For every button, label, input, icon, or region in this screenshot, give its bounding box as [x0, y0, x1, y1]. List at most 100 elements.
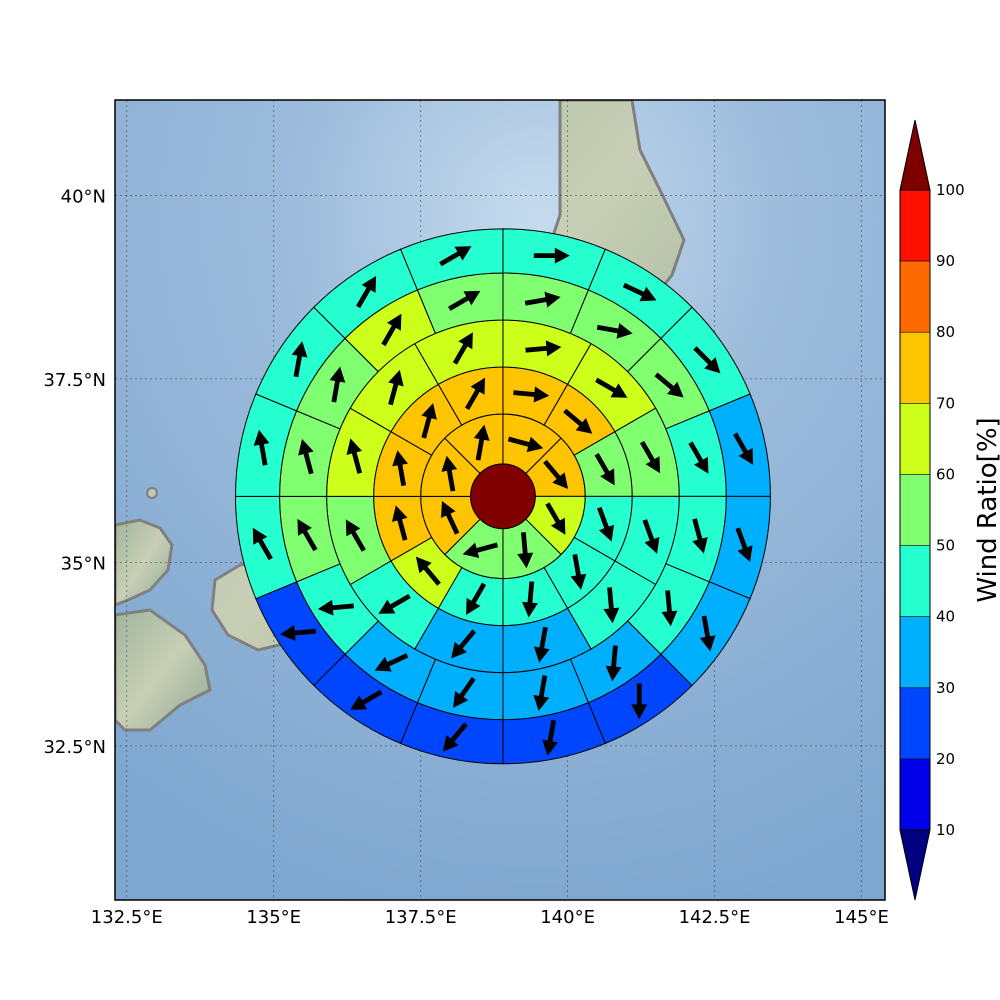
wind-arrow — [453, 677, 476, 708]
wind-arrow — [350, 689, 383, 710]
wind-arrow — [524, 291, 561, 308]
colorbar-tick-label: 60 — [936, 465, 955, 483]
wind-arrow — [594, 453, 615, 486]
wind-arrow — [451, 629, 477, 659]
x-tick-label: 145°E — [834, 907, 889, 928]
wind-arrow — [346, 438, 363, 474]
wind-arrow — [464, 377, 486, 411]
wind-arrow — [603, 587, 620, 624]
wind-arrow — [252, 527, 273, 561]
wind-arrow — [466, 582, 487, 615]
wind-arrow — [688, 441, 709, 474]
map-frame — [114, 99, 886, 901]
colorbar-tick-label: 80 — [936, 323, 955, 341]
y-tick-label: 35°N — [61, 553, 106, 574]
land-kyushu — [115, 608, 212, 732]
wind-arrow — [473, 424, 490, 461]
wind-arrow — [507, 436, 544, 453]
wind-arrow — [654, 372, 684, 398]
wind-arrow — [533, 247, 570, 264]
wind-arrow — [522, 581, 538, 618]
wind-arrow — [570, 553, 587, 590]
colorbar-extend-max — [899, 119, 931, 191]
wind-arrow — [415, 556, 441, 586]
colorbar-segment — [900, 758, 930, 830]
wind-arrow — [545, 502, 566, 535]
wind-arrow — [596, 322, 633, 339]
x-tick-label: 132.5°E — [91, 907, 163, 928]
colorbar-extend-min — [899, 829, 931, 901]
wind-arrow — [693, 346, 721, 374]
y-tick-label: 40°N — [61, 186, 106, 207]
colorbar-tick-label: 50 — [936, 537, 955, 555]
wind-arrow — [733, 432, 754, 465]
x-axis-ticks: 132.5°E 135°E 137.5°E 140°E 142.5°E 145°E — [91, 907, 889, 928]
wind-arrow — [317, 599, 354, 616]
wind-arrow — [517, 532, 534, 569]
colorbar-segment — [900, 545, 930, 617]
wind-arrow — [441, 501, 460, 535]
colorbar-segment — [900, 261, 930, 333]
wind-arrow — [542, 719, 558, 756]
wind-arrow — [605, 645, 622, 682]
colorbar-segment — [900, 687, 930, 759]
x-tick-label: 137.5°E — [385, 907, 457, 928]
wind-arrow — [442, 722, 468, 752]
wind-arrows — [252, 246, 754, 756]
wind-arrow — [622, 282, 657, 302]
wind-arrow — [378, 593, 411, 614]
wind-arrow — [291, 341, 308, 378]
wind-arrow — [513, 386, 550, 403]
colorbar-segment — [900, 332, 930, 404]
y-axis-ticks: 32.5°N 35°N 37.5°N 40°N — [43, 186, 106, 757]
wind-arrow — [661, 590, 678, 627]
wind-arrow — [441, 455, 458, 492]
y-tick-label: 37.5°N — [43, 370, 106, 391]
wind-arrow — [329, 366, 346, 403]
colorbar-tick-label: 30 — [936, 679, 955, 697]
colorbar-segment — [900, 474, 930, 546]
colorbar-segment — [900, 403, 930, 475]
wind-arrow — [525, 340, 562, 357]
wind-arrow — [279, 625, 317, 641]
wind-arrow — [298, 438, 314, 475]
wind-arrow — [448, 290, 481, 311]
colorbar-tick-label: 10 — [936, 821, 955, 839]
wind-arrow — [356, 275, 377, 309]
wind-arrow — [388, 369, 404, 406]
wind-arrow — [374, 653, 409, 672]
wind-arrow — [639, 440, 661, 474]
colorbar-segment — [900, 616, 930, 688]
wind-arrow — [439, 246, 472, 267]
land-korea — [115, 518, 174, 607]
wind-arrow — [421, 403, 437, 439]
wind-arrow — [392, 450, 408, 487]
wind-arrow — [391, 505, 408, 541]
y-tick-label: 32.5°N — [43, 737, 106, 758]
wind-arrow — [699, 615, 716, 652]
wind-arrow — [462, 542, 499, 559]
colorbar-segment — [900, 190, 930, 262]
wind-arrow — [533, 626, 550, 663]
wind-arrow — [253, 429, 270, 466]
wind-arrow — [297, 518, 318, 552]
colorbar-tick-label: 70 — [936, 394, 955, 412]
wind-arrow — [735, 527, 753, 563]
wind-arrow — [692, 518, 708, 554]
colorbar-tick-label: 90 — [936, 252, 955, 270]
wind-arrow — [597, 506, 615, 542]
x-tick-label: 140°E — [540, 907, 595, 928]
wind-sectors — [234, 228, 771, 765]
wind-arrow — [642, 519, 660, 554]
colorbar: 10 20 30 40 50 60 70 80 90 100 — [899, 119, 965, 901]
wind-arrow — [533, 675, 550, 712]
colorbar-tick-label: 20 — [936, 750, 955, 768]
wind-arrow — [595, 377, 628, 398]
colorbar-tick-label: 40 — [936, 608, 955, 626]
colorbar-label: Wind Ratio[%] — [973, 417, 1000, 602]
colorbar-tick-label: 100 — [936, 181, 965, 199]
x-tick-label: 142.5°E — [679, 907, 751, 928]
center-circle — [470, 463, 536, 530]
wind-arrow — [543, 459, 569, 489]
